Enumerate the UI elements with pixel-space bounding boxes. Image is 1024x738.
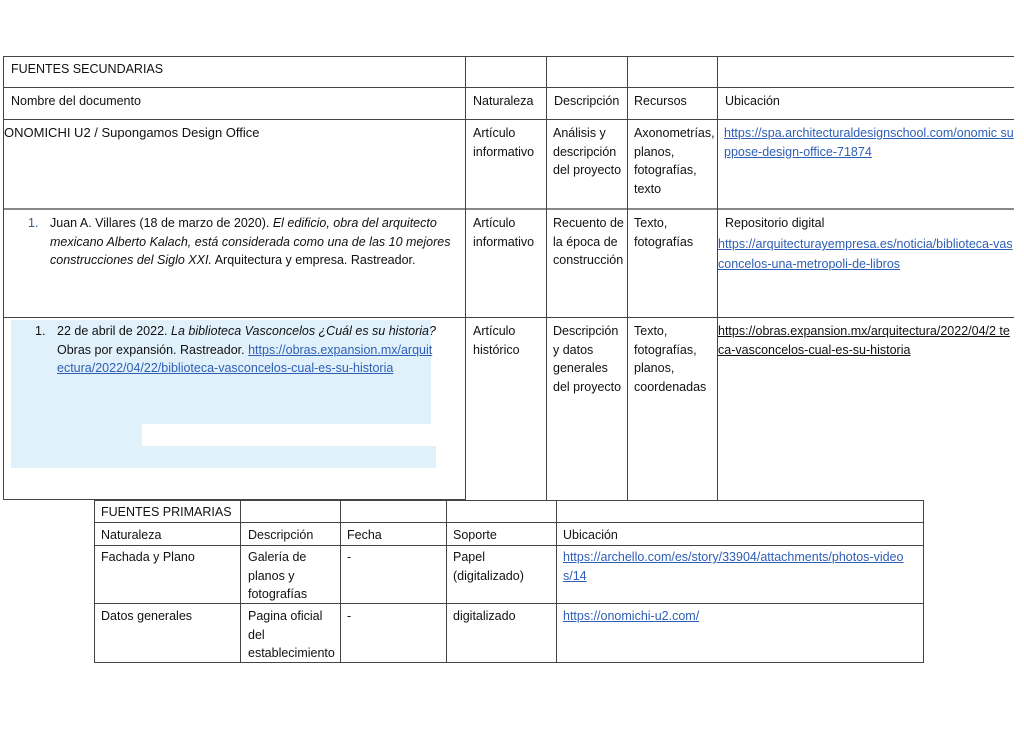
secondary-title: FUENTES SECUNDARIAS [11,62,164,76]
selection-highlight [11,446,436,468]
header-recursos: Recursos [634,94,687,108]
naturaleza: Artículo informativo [473,126,535,159]
location-link[interactable]: https://spa.architecturaldesignschool.co… [724,126,1014,159]
recursos: Axonometrías, planos, fotografías, texto [634,126,715,196]
header-fecha: Fecha [347,528,382,542]
citation: 1. Juan A. Villares (18 de marzo de 2020… [28,214,455,270]
recursos: Texto, fotografías, planos, coordenadas [634,324,707,394]
fecha: - [347,550,352,564]
naturaleza: Artículo informativo [473,216,535,249]
header-descripcion: Descripción [248,528,314,542]
descripcion: Análisis y descripción del proyecto [553,126,622,177]
recursos: Texto, fotografías [634,216,694,249]
location-link[interactable]: https://onomichi-u2.com/ [563,609,700,623]
selection-highlight [11,320,431,424]
location-link[interactable]: https://obras.expansion.mx/arquitectura/… [718,324,1010,357]
naturaleza: Fachada y Plano [101,550,195,564]
list-number: 1. [35,324,46,338]
soporte: digitalizado [453,609,516,623]
header-soporte: Soporte [453,528,497,542]
location-text: Repositorio digital [725,216,825,230]
citation-title: La biblioteca Vasconcelos ¿Cuál es su hi… [171,324,436,338]
citation-author: 22 de abril de 2022. [57,324,168,338]
citation-title: El edificio, obra del arquitecto mexican… [50,216,451,267]
location-link[interactable]: https://archello.com/es/story/33904/atta… [563,550,904,583]
citation: 1. 22 de abril de 2022. La biblioteca Va… [35,322,437,378]
header-descripcion: Descripción [554,94,620,108]
citation-source: Arquitectura y empresa. Rastreador. [214,253,416,267]
list-number: 1. [28,216,39,230]
header-naturaleza: Naturaleza [473,94,534,108]
header-ubicacion: Ubicación [563,528,618,542]
naturaleza: Datos generales [101,609,193,623]
citation-source: Obras por expansión. Rastreador. [57,342,245,357]
location-link[interactable]: https://arquitecturayempresa.es/noticia/… [718,237,1013,271]
descripcion: Pagina oficial del establecimiento [248,609,335,660]
descripcion: Recuento de la época de construcción [553,216,624,267]
citation-author: Juan A. Villares (18 de marzo de 2020). [50,216,270,230]
header-naturaleza: Naturaleza [101,528,162,542]
header-nombre: Nombre del documento [11,94,141,108]
header-ubicacion: Ubicación [725,94,780,108]
primary-title: FUENTES PRIMARIAS [101,505,232,519]
citation-link[interactable]: https://obras.expansion.mx/arquitectura/… [57,342,433,376]
descripcion: Galería de planos y fotografías [248,550,308,601]
selection-highlight [11,424,142,446]
soporte: Papel (digitalizado) [453,550,524,583]
descripcion: Descripción y datos generales del proyec… [553,324,622,394]
naturaleza: Artículo histórico [473,324,520,357]
fecha: - [347,609,352,623]
document-name: ONOMICHI U2 / Supongamos Design Office [4,125,260,140]
